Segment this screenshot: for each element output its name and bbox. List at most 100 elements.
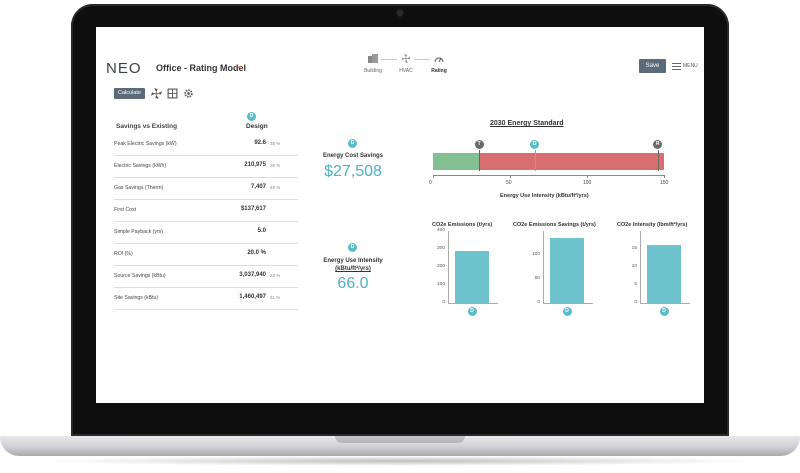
row-percent: 29 % [270, 163, 281, 168]
eui-label: Energy Use Intensity [323, 258, 383, 264]
row-value: 5.0 [257, 228, 266, 234]
cost-savings-badge: D [348, 139, 357, 148]
chart-tick-label: 200 [436, 264, 445, 269]
table-row: First Cost $137,617 [114, 199, 298, 222]
marker-badge-t: T [474, 140, 484, 149]
eui-value: 66.0 [337, 275, 369, 292]
marker-line [479, 150, 481, 171]
eui-axis-label: Energy Use Intensity (kBtu/ft²/yrs) [500, 193, 589, 199]
row-value: 20.0 % [247, 250, 266, 256]
table-row: Peak Electric Savings (kW) 92.6 38 % [114, 133, 298, 156]
row-label: Peak Electric Savings (kW) [114, 141, 177, 147]
row-label: Site Savings (kBtu) [114, 295, 159, 301]
chart-tick-label: 0 [537, 300, 540, 305]
step-label: Building [364, 68, 382, 74]
marker-badge-r: R [653, 140, 663, 149]
energy-cost-savings-label: Energy Cost Savings [322, 153, 384, 159]
row-percent: 48 % [270, 185, 281, 190]
model-title[interactable]: Office - Rating Model [156, 63, 246, 73]
eui-badge: D [348, 243, 357, 252]
chart-x-axis [543, 303, 593, 304]
marker-line [534, 150, 536, 171]
chart-tick-label: 100 [436, 282, 445, 287]
chart-title: CO2e Emissions Savings (t/yrs) [513, 222, 596, 228]
laptop-notch [335, 436, 465, 443]
chart-category-badge: D [467, 307, 477, 316]
gauge-icon [434, 57, 444, 63]
chart-bar [455, 250, 489, 303]
axis-tick-label: 0 [429, 180, 432, 186]
table-row: ROI (%) 20.0 % [114, 243, 298, 266]
chart-y-axis [448, 231, 449, 303]
chart-tick-label: 5 [634, 282, 637, 287]
row-percent: 23 % [270, 273, 281, 278]
save-button[interactable]: Save [639, 59, 666, 73]
chart-category-badge: D [562, 307, 572, 316]
app-logo: NEO [106, 60, 142, 77]
step-divider [381, 59, 397, 60]
eui-unit-label: (kBtu/ft²/yrs) [335, 266, 371, 272]
table-row: Site Savings (kBtu) 1,460,497 31 % [114, 287, 298, 310]
marker-line [657, 150, 659, 171]
app-screen: NEO Office - Rating Model ⌄ Building HVA… [96, 27, 704, 403]
chart-category-badge: D [659, 307, 669, 316]
standard-bar-red [479, 153, 664, 170]
axis-tick [664, 175, 665, 178]
chart-x-axis [640, 303, 690, 304]
row-label: Electric Savings (kWh) [114, 163, 167, 169]
menu-label[interactable]: MENU [683, 63, 698, 69]
row-label: ROI (%) [114, 251, 133, 257]
step-divider [414, 59, 430, 60]
row-value: 3,037,940 [239, 272, 266, 278]
step-label: Rating [431, 68, 447, 74]
savings-heading: Savings vs Existing [116, 123, 178, 130]
fan-icon [401, 54, 411, 63]
row-value: 92.6 [254, 140, 266, 146]
standard-bar-green [433, 153, 480, 170]
standard-axis [433, 175, 664, 176]
energy-cost-savings-value: $27,508 [324, 163, 382, 180]
chart-tick-label: 15 [631, 246, 637, 251]
chart-tick-label: 0 [634, 300, 637, 305]
table-row: Simple Payback (yrs) 5.0 [114, 221, 298, 244]
step-label: HVAC [399, 68, 413, 74]
row-value: 7,407 [250, 184, 266, 190]
axis-tick [510, 175, 511, 178]
row-percent: 38 % [270, 141, 281, 146]
chart-tick-label: 50 [534, 276, 540, 281]
table-row: Electric Savings (kWh) 210,975 29 % [114, 155, 298, 178]
chevron-down-icon[interactable]: ⌄ [235, 60, 244, 71]
table-row: Source Savings (kBtu) 3,037,940 23 % [114, 265, 298, 288]
building-icon [368, 54, 378, 63]
axis-tick-label: 100 [583, 180, 592, 186]
table-row: Gas Savings (Therm) 7,407 48 % [114, 177, 298, 200]
design-heading: Design [246, 123, 268, 130]
laptop-shadow [40, 456, 760, 466]
chart-y-axis [543, 231, 544, 303]
gear-icon[interactable] [183, 88, 194, 99]
camera-icon [397, 10, 403, 16]
menu-icon[interactable] [672, 63, 681, 72]
grid-icon[interactable] [167, 88, 178, 99]
row-label: Gas Savings (Therm) [114, 185, 164, 191]
row-value: $137,617 [240, 206, 266, 212]
chart-tick-label: 10 [631, 264, 637, 269]
calculate-button[interactable]: Calculate [114, 88, 145, 99]
row-label: Simple Payback (yrs) [114, 229, 164, 235]
axis-tick-label: 150 [660, 180, 669, 186]
fan-icon[interactable] [151, 88, 162, 99]
row-value: 1,460,497 [239, 294, 266, 300]
row-label: Source Savings (kBtu) [114, 273, 166, 279]
axis-tick [587, 175, 588, 178]
axis-tick-label: 50 [506, 180, 512, 186]
chart-title: CO2e Emissions (t/yrs) [432, 222, 493, 228]
chart-tick-label: 0 [442, 300, 445, 305]
chart-y-axis [640, 231, 641, 303]
axis-tick [433, 175, 434, 178]
marker-badge-d: D [530, 140, 540, 149]
chart-tick-label: 300 [436, 246, 445, 251]
design-badge: D [247, 112, 256, 121]
chart-tick-label: 100 [531, 252, 540, 257]
chart-bar [647, 245, 681, 303]
laptop-base [0, 436, 800, 456]
